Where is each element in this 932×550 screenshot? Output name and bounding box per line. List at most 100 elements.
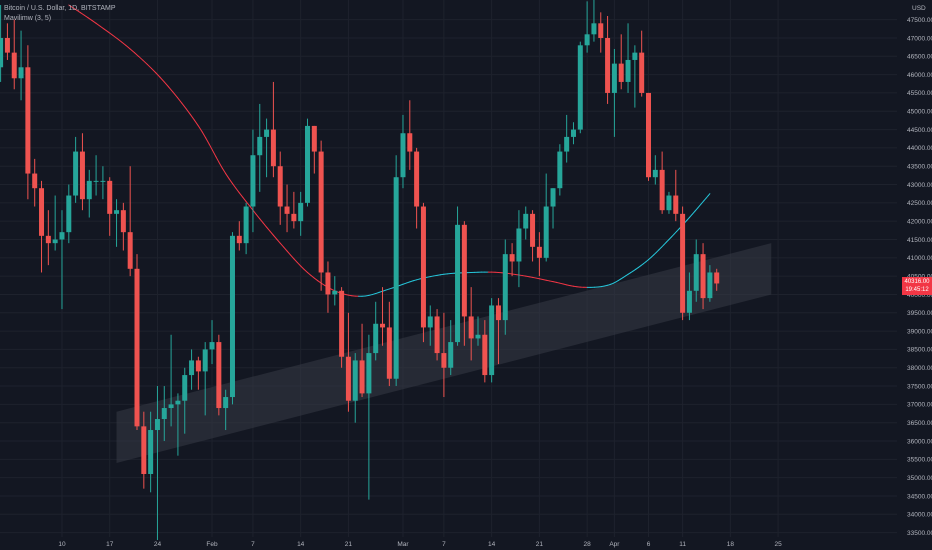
candle — [148, 411, 154, 493]
price-tick-label: 41000.00 — [907, 255, 932, 262]
candle — [407, 100, 413, 170]
price-tick-label: 36500.00 — [907, 420, 932, 427]
price-tick-label: 42500.00 — [907, 200, 932, 207]
mavilimw-segment — [211, 149, 217, 157]
candle — [632, 45, 638, 108]
mavilimw-segment — [259, 218, 264, 224]
mavilimw-segment — [266, 226, 271, 232]
candle — [257, 103, 263, 192]
mavilimw-segment — [313, 277, 319, 282]
price-tick-label: 35500.00 — [907, 457, 932, 464]
candle-body — [18, 67, 24, 79]
mavilimw-segment — [600, 285, 605, 288]
chart-legend: Bitcoin / U.S. Dollar, 1D, BITSTAMP Mavi… — [4, 4, 116, 24]
candle — [277, 151, 283, 225]
candle — [250, 129, 256, 233]
mavilimw-segment — [694, 207, 699, 212]
mavilimw-segment — [635, 267, 639, 270]
candle-body — [536, 246, 542, 258]
candle — [584, 1, 590, 53]
time-tick-label: 11 — [679, 541, 686, 548]
candle-body — [305, 125, 310, 203]
indicator-label[interactable]: Mavilimw (3, 5) — [4, 15, 52, 22]
mavilimw-segment — [632, 268, 637, 272]
candle — [380, 287, 386, 346]
mavilimw-segment — [189, 113, 195, 121]
candle-body — [618, 63, 624, 82]
candle — [550, 188, 556, 229]
candle — [339, 287, 345, 368]
time-axis[interactable]: 10 17 24 Feb 7 14 21 Mar 7 14 21 28 Apr 6 11 18 25 — [58, 541, 782, 548]
candle — [714, 268, 720, 291]
candle-body — [236, 235, 242, 244]
price-tick-label: 44000.00 — [907, 145, 932, 152]
candle — [59, 210, 65, 310]
mavilimw-segment — [159, 76, 165, 83]
time-tick-label: Mar — [397, 541, 409, 548]
mavilimw-segment — [412, 279, 418, 282]
mavilimw-line — [68, 4, 711, 297]
candle — [284, 184, 290, 233]
mavilimw-segment — [286, 250, 291, 256]
mavilimw-segment — [99, 25, 105, 30]
candle — [243, 202, 249, 255]
time-tick-label: 18 — [727, 541, 735, 548]
candle-body — [516, 228, 522, 262]
candle-body — [223, 397, 229, 409]
symbol-title[interactable]: Bitcoin / U.S. Dollar, 1D, BITSTAMP — [4, 5, 116, 12]
time-tick-label: Feb — [206, 541, 218, 548]
candle-body — [161, 408, 167, 420]
candle — [352, 353, 358, 423]
candle-body — [325, 272, 331, 295]
candle-body — [195, 360, 201, 372]
candle — [693, 239, 699, 302]
candle — [127, 166, 133, 277]
mavilimw-segment — [245, 201, 251, 207]
mavilimw-segment — [163, 81, 170, 88]
mavilimw-segment — [252, 209, 257, 216]
mavilimw-segment — [79, 12, 85, 16]
mavilimw-segment — [655, 249, 660, 254]
mavilimw-segment — [255, 214, 261, 220]
candle — [168, 334, 174, 427]
mavilimw-segment — [673, 230, 678, 235]
time-tick-label: 21 — [536, 541, 544, 548]
candle — [475, 316, 481, 346]
candle-body — [127, 232, 133, 269]
mavilimw-segment — [347, 294, 353, 297]
candle — [639, 30, 645, 97]
price-tick-label: 45000.00 — [907, 109, 932, 116]
candle-body — [598, 23, 604, 38]
candle — [625, 23, 631, 93]
candle-body — [441, 353, 447, 368]
candle — [448, 320, 454, 376]
candle-body — [564, 136, 570, 152]
mavilimw-segment — [371, 293, 377, 296]
candle-body — [25, 67, 31, 174]
candle — [652, 155, 658, 185]
candle-body — [352, 360, 358, 401]
mavilimw-segment — [409, 280, 414, 283]
mavilimw-segment — [562, 283, 568, 286]
candle — [509, 243, 515, 277]
mavilimw-segment — [642, 261, 647, 265]
currency-label: USD — [912, 5, 926, 12]
price-tick-label: 34000.00 — [907, 512, 932, 519]
mavilimw-segment — [133, 52, 140, 57]
mavilimw-segment — [208, 143, 213, 151]
candle-body — [291, 213, 297, 222]
candle-body — [414, 151, 420, 207]
time-tick-label: 21 — [345, 541, 353, 548]
mavilimw-segment — [300, 265, 305, 270]
candle-body — [707, 272, 713, 299]
candle — [420, 202, 426, 343]
candle — [666, 191, 672, 214]
candle — [86, 169, 92, 218]
candle — [591, 0, 597, 42]
candle-body — [100, 180, 106, 182]
mavilimw-segment — [426, 276, 431, 278]
mavilimw-segment — [650, 254, 655, 258]
price-axis[interactable]: USD 33500.00 34000.00 34500.00 35000.00 35500… — [907, 5, 932, 537]
candle — [202, 342, 208, 416]
